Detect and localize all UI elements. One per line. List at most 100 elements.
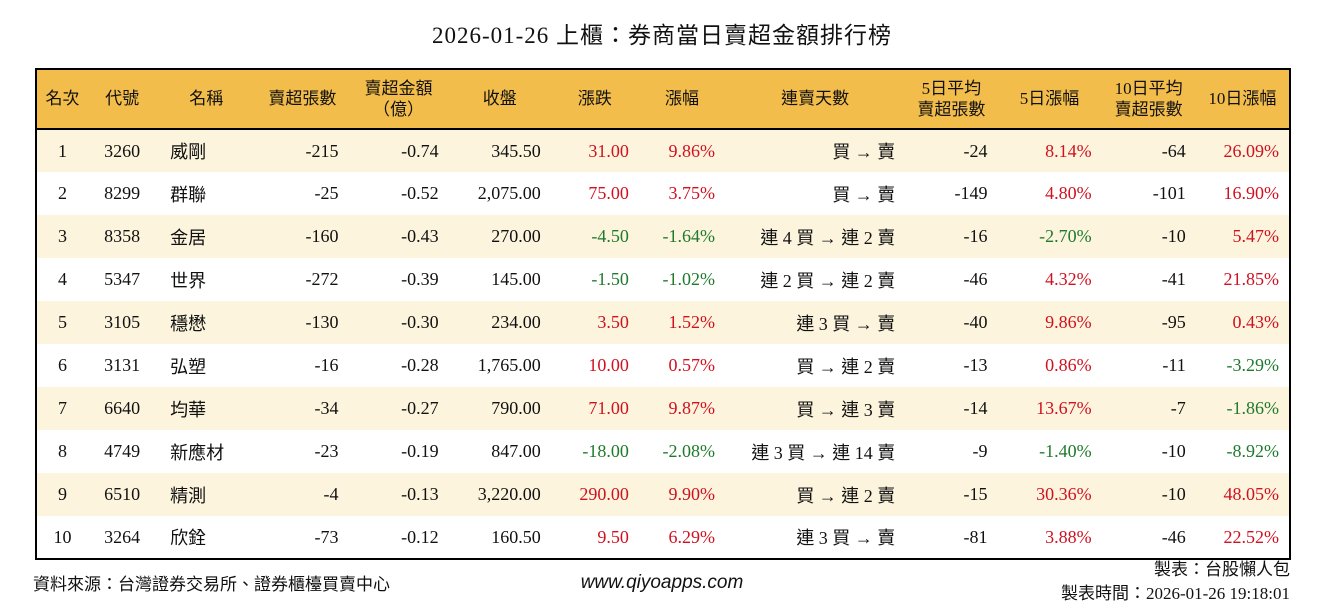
table-cell: 威剛 [170,142,207,162]
table-cell: 9.86% [668,140,716,161]
table-cell: 9.90% [668,484,716,504]
table-cell: 16.90% [1223,183,1280,203]
table-cell: -272 [305,269,339,289]
table-cell: 4749 [104,441,141,461]
table-cell: 1.52% [668,312,716,332]
table-cell: 買 → 連 2 賣 [796,356,896,377]
table-cell: 6510 [104,484,141,504]
col-header-code: 代號 [88,69,157,130]
table-cell: 30.36% [1036,484,1092,504]
table-cell: 10 [53,526,72,547]
report-author: 製表：台股懶人包 [1154,560,1290,579]
table-cell: 26.09% [1223,140,1280,161]
col-header-close: 收盤 [448,69,551,130]
table-cell: -4 [323,484,339,504]
table-cell: 均華 [170,399,207,420]
table-cell: -25 [314,183,339,203]
table-cell: 0.57% [668,355,716,375]
table-cell: 8.14% [1045,140,1092,161]
table-cell: 2,075.00 [477,183,541,203]
table-cell: 22.52% [1223,526,1280,547]
table-cell: 160.50 [491,526,541,547]
table-cell: 75.00 [588,183,629,203]
table-cell: -1.50 [591,269,629,289]
table-cell: -0.43 [401,226,439,246]
table-cell: 3,220.00 [477,484,541,504]
table-cell: 8358 [104,226,141,246]
table-cell: -149 [954,183,988,203]
table-cell: 31.00 [588,140,629,161]
table-body: 1 3260 威剛 -215 -0.74 345.50 31.00 9.86% 買 → 賣 -24… [36,129,1290,559]
table-cell: -64 [1161,140,1186,161]
table-row: 5 3105 穩懋 -130 -0.30 234.00 3.50 1.52% 連 3 買 → 賣… [36,301,1290,344]
table-row: 6 3131 弘塑 -16 -0.28 1,765.00 10.00 0.57% 買 → 連 2… [36,344,1290,387]
col-header-net-sell-lots: 賣超張數 [256,69,349,130]
table-cell: 群聯 [170,184,207,205]
table-cell: 71.00 [588,398,629,418]
table-cell: -16 [314,355,339,375]
table-cell: 穩懋 [170,313,207,334]
table-cell: 13.67% [1036,398,1092,418]
table-cell: 8 [58,441,68,461]
col-header-10d-pct: 10日漲幅 [1195,69,1290,130]
table-cell: -18.00 [582,441,629,461]
table-cell: 買 → 賣 [832,184,896,205]
table-cell: -0.52 [401,183,439,203]
table-cell: -24 [963,140,988,161]
col-header-net-sell-amount: 賣超金額 （億） [348,69,449,130]
table-cell: -0.28 [401,355,439,375]
col-header-rank: 名次 [36,69,89,130]
table-cell: 9.87% [668,398,716,418]
table-cell: 6640 [104,398,141,418]
table-cell: 10.00 [588,355,629,375]
table-row: 9 6510 精測 -4 -0.13 3,220.00 290.00 9.90% 買 → 連 2… [36,473,1290,516]
data-source-note: 資料來源：台灣證券交易所、證券櫃檯買賣中心 [33,575,390,594]
table-cell: -0.19 [401,441,439,461]
col-header-streak: 連賣天數 [725,69,906,130]
col-header-10d-avg-lots: 10日平均 賣超張數 [1101,69,1196,130]
table-header: 名次 代號 名稱 賣超張數 賣超金額 （億） 收盤 漲跌 漲幅 連賣天數 5日平… [36,69,1290,130]
table-cell: -10 [1161,226,1186,246]
table-cell: -160 [305,226,339,246]
table-cell: 0.43% [1232,312,1280,332]
table-cell: 4.80% [1045,183,1092,203]
table-cell: -3.29% [1226,355,1280,375]
table-cell: 7 [58,398,68,418]
table-cell: -0.74 [401,140,439,161]
col-header-change-pct: 漲幅 [638,69,726,130]
table-cell: -10 [1161,441,1186,461]
table-cell: 5.47% [1232,226,1280,246]
table-cell: -0.13 [401,484,439,504]
table-cell: 3264 [104,526,141,547]
table-cell: 6 [58,355,68,375]
table-cell: 4.32% [1045,269,1092,289]
table-cell: 2 [58,183,68,203]
table-cell: -2.70% [1039,226,1092,246]
table-cell: 345.50 [491,140,541,161]
table-cell: -0.27 [401,398,439,418]
table-cell: 金居 [170,227,207,248]
table-cell: -23 [314,441,339,461]
table-cell: 買 → 連 2 賣 [796,485,896,506]
table-cell: -101 [1152,183,1186,203]
table-cell: 3 [58,226,68,246]
table-cell: 8299 [104,183,141,203]
table-cell: 連 3 買 → 賣 [796,528,896,548]
col-header-change: 漲跌 [550,69,639,130]
table-row: 7 6640 均華 -34 -0.27 790.00 71.00 9.87% 買 → 連 3 賣… [36,387,1290,430]
col-header-name: 名稱 [156,69,257,130]
table-cell: -34 [314,398,339,418]
table-cell: 847.00 [491,441,541,461]
table-cell: 9.50 [597,526,629,547]
table-cell: 3105 [104,312,141,332]
table-cell: 234.00 [491,312,541,332]
table-cell: -16 [963,226,988,246]
table-row: 10 3264 欣銓 -73 -0.12 160.50 9.50 6.29% 連 3 買 → 賣… [36,516,1290,559]
table-cell: 0.86% [1045,355,1092,375]
table-cell: 精測 [170,485,207,506]
table-cell: 5 [58,312,68,332]
table-cell: -9 [972,441,988,461]
table-cell: 48.05% [1223,484,1280,504]
table-cell: -1.86% [1226,398,1280,418]
table-cell: -46 [963,269,988,289]
